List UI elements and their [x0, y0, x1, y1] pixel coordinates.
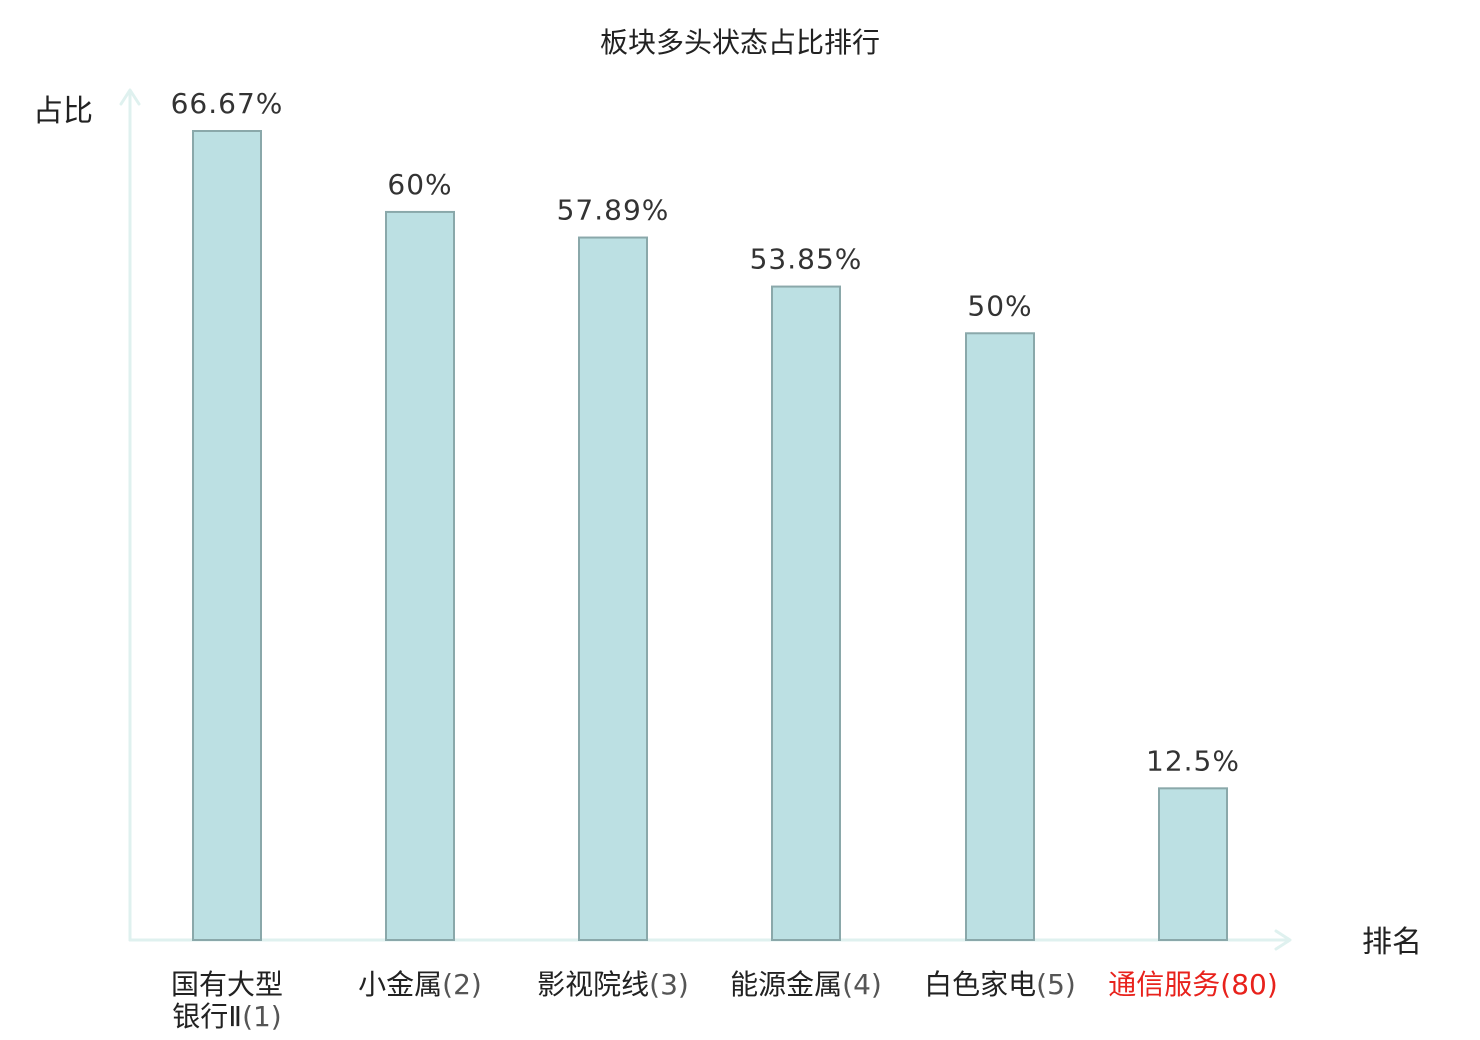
x-tick-name: 国有大型	[171, 968, 283, 1001]
x-tick-name: 白色家电	[924, 968, 1036, 1001]
bar-value-label: 60%	[387, 168, 452, 201]
axes	[119, 88, 1292, 951]
x-tick-rank: (4)	[842, 968, 882, 1001]
bar-value-label: 66.67%	[171, 87, 284, 120]
x-tick-name: 银行Ⅱ	[172, 1000, 242, 1033]
x-tick-name: 通信服务	[1108, 968, 1220, 1001]
x-tick-label: 影视院线(3)	[537, 968, 689, 1001]
y-axis-arrow-icon	[119, 88, 141, 106]
x-tick-rank: (5)	[1036, 968, 1076, 1001]
bar	[192, 130, 262, 941]
x-tick-label: 银行Ⅱ(1)	[172, 1000, 281, 1033]
bar	[385, 210, 455, 941]
x-tick-rank: (2)	[442, 968, 482, 1001]
x-tick-name: 能源金属	[730, 968, 842, 1001]
bar	[965, 332, 1035, 941]
x-tick-rank: (1)	[242, 1000, 282, 1033]
bar	[1158, 787, 1228, 941]
x-axis-arrow-icon	[1274, 929, 1292, 951]
bar-value-label: 12.5%	[1146, 744, 1240, 777]
chart-title: 板块多头状态占比排行	[600, 26, 880, 59]
x-tick-name: 影视院线	[537, 968, 649, 1001]
bar	[578, 236, 648, 941]
bars	[192, 130, 1228, 941]
bar	[771, 285, 841, 941]
value-labels: 66.67% 60% 57.89% 53.85% 50% 12.5%	[171, 87, 1240, 777]
y-axis-label: 占比	[33, 94, 93, 129]
x-tick-rank: (80)	[1220, 968, 1277, 1001]
x-tick-label: 白色家电(5)	[924, 968, 1076, 1001]
x-tick-label: 小金属(2)	[358, 968, 482, 1001]
x-tick-label: 国有大型	[171, 968, 283, 1001]
bar-value-label: 50%	[967, 289, 1032, 322]
x-tick-rank: (3)	[649, 968, 689, 1001]
bar-value-label: 57.89%	[557, 194, 670, 227]
bar-value-label: 53.85%	[750, 243, 863, 276]
x-tick-name: 小金属	[358, 968, 442, 1001]
x-axis-label: 排名	[1362, 925, 1422, 960]
x-tick-label: 能源金属(4)	[730, 968, 882, 1001]
x-tick-label: 通信服务(80)	[1108, 968, 1278, 1001]
